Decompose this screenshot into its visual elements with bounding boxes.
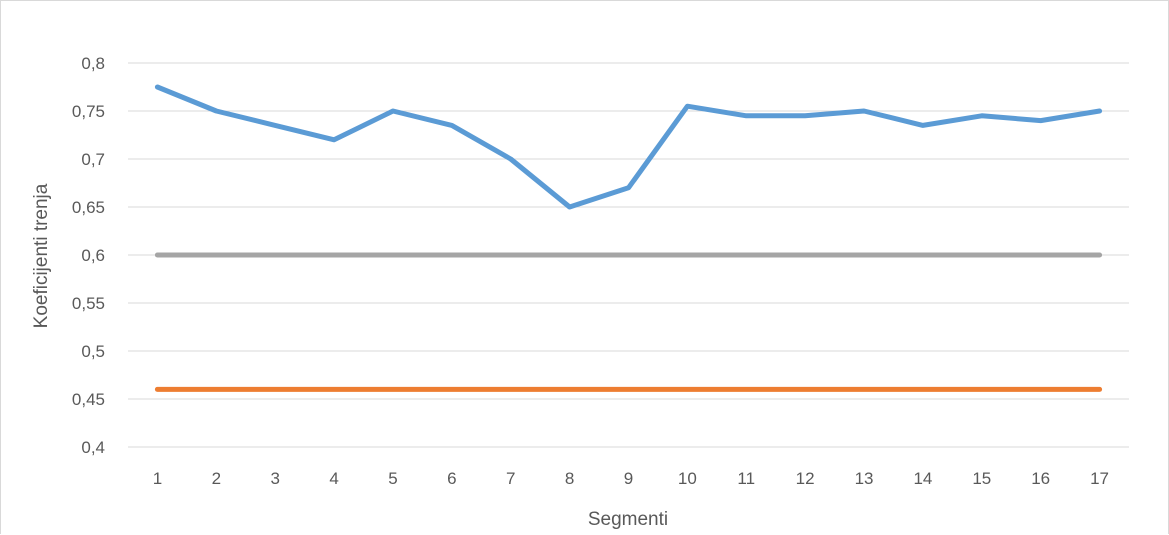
x-tick-label: 5 — [388, 469, 397, 488]
y-tick-label: 0,4 — [81, 438, 105, 457]
x-tick-label: 10 — [678, 469, 697, 488]
y-axis-title: Koeficijenti trenja — [31, 183, 52, 328]
y-tick-label: 0,8 — [81, 54, 105, 73]
y-tick-label: 0,6 — [81, 246, 105, 265]
x-tick-label: 15 — [972, 469, 991, 488]
x-tick-label: 13 — [855, 469, 874, 488]
x-axis-title: Segmenti — [588, 509, 668, 530]
y-tick-label: 0,65 — [72, 198, 105, 217]
y-tick-label: 0,7 — [81, 150, 105, 169]
x-tick-label: 12 — [796, 469, 815, 488]
y-tick-label: 0,75 — [72, 102, 105, 121]
x-tick-label: 8 — [565, 469, 574, 488]
y-tick-label: 0,55 — [72, 294, 105, 313]
x-tick-label: 3 — [270, 469, 279, 488]
x-tick-label: 4 — [329, 469, 338, 488]
x-tick-label: 2 — [212, 469, 221, 488]
x-tick-label: 14 — [913, 469, 932, 488]
x-tick-label: 11 — [737, 469, 755, 488]
x-tick-label: 6 — [447, 469, 456, 488]
y-tick-label: 0,5 — [81, 342, 105, 361]
y-axis-tick-labels: 0,4 0,45 0,5 0,55 0,6 0,65 0,7 0,75 0,8 — [72, 54, 105, 457]
x-tick-label: 1 — [153, 469, 162, 488]
x-tick-label: 9 — [624, 469, 633, 488]
y-tick-label: 0,45 — [72, 390, 105, 409]
x-tick-label: 7 — [506, 469, 515, 488]
x-axis-tick-labels: 1 2 3 4 5 6 7 8 9 10 11 12 13 14 15 16 17 — [153, 469, 1109, 488]
series-line-1 — [157, 87, 1099, 207]
series-lines — [157, 87, 1099, 389]
x-tick-label: 17 — [1090, 469, 1109, 488]
x-tick-label: 16 — [1031, 469, 1050, 488]
